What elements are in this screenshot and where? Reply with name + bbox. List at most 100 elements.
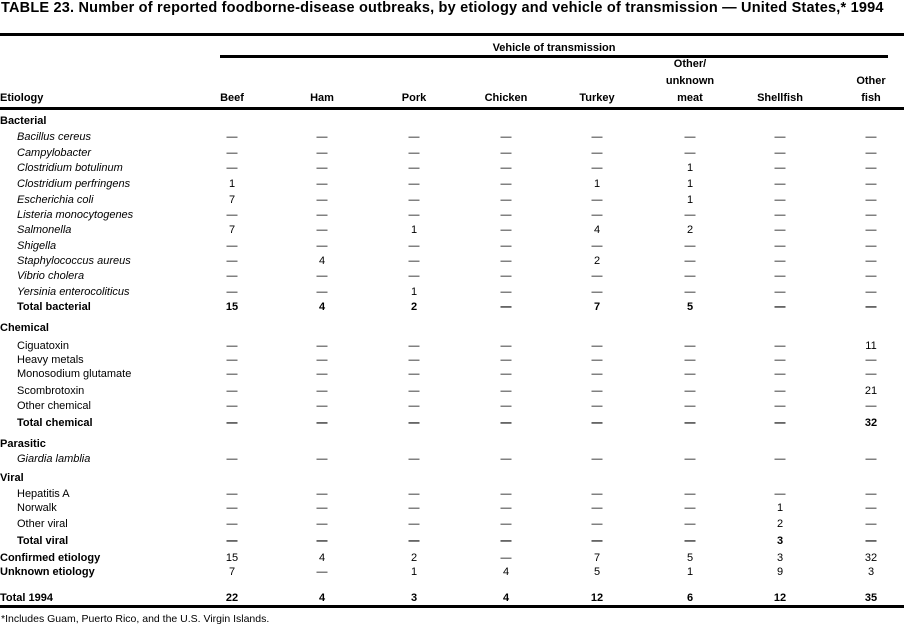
- table-cell: 5: [686, 301, 694, 313]
- table-cell: —: [591, 270, 603, 282]
- row-label: Total viral: [17, 535, 69, 547]
- table-cell: —: [591, 240, 603, 252]
- table-cell: —: [316, 240, 328, 252]
- table-cell: —: [408, 385, 420, 397]
- table-cell: —: [865, 368, 877, 380]
- table-cell: 11: [865, 340, 877, 352]
- table-cell: —: [408, 147, 420, 159]
- table-row: Scombrotoxin — — — — — — — 21: [0, 384, 904, 399]
- table-row: Clostridium botulinum — — — — — 1 — —: [0, 161, 904, 176]
- table-cell: —: [408, 488, 420, 500]
- column-header: Chicken: [484, 92, 528, 104]
- table-cell: —: [500, 453, 512, 465]
- table-cell: 1: [686, 162, 694, 174]
- table-cell: —: [865, 453, 877, 465]
- table-cell: —: [865, 301, 877, 313]
- table-cell: —: [226, 400, 238, 412]
- row-label: Listeria monocytogenes: [17, 209, 134, 221]
- table-cell: —: [408, 354, 420, 366]
- table-cell: —: [316, 488, 328, 500]
- table-cell: 15: [225, 301, 239, 313]
- row-label: Total chemical: [17, 417, 93, 429]
- bottom-rule: [0, 605, 904, 608]
- table-title: TABLE 23. Number of reported foodborne-d…: [1, 0, 884, 16]
- table-cell: —: [684, 488, 696, 500]
- row-label: Ciguatoxin: [17, 340, 69, 352]
- table-cell: —: [774, 224, 786, 236]
- table-cell: —: [684, 131, 696, 143]
- table-row: Yersinia enterocoliticus — — 1 — — — — —: [0, 285, 904, 300]
- table-cell: 4: [502, 592, 510, 604]
- table-cell: —: [684, 385, 696, 397]
- column-header: Other: [856, 75, 886, 87]
- table-cell: —: [591, 368, 603, 380]
- table-cell: 5: [686, 552, 694, 564]
- table-cell: 12: [773, 592, 787, 604]
- row-label: Campylobacter: [17, 147, 91, 159]
- row-label: Bacterial: [0, 115, 47, 127]
- table-cell: 7: [228, 224, 236, 236]
- table-cell: —: [226, 286, 238, 298]
- table-cell: —: [226, 340, 238, 352]
- table-cell: —: [500, 147, 512, 159]
- table-cell: —: [316, 368, 328, 380]
- table-cell: —: [865, 178, 877, 190]
- table-cell: —: [684, 270, 696, 282]
- column-header: fish: [861, 92, 881, 104]
- table-cell: —: [591, 194, 603, 206]
- table-cell: 1: [776, 502, 784, 514]
- table-row: Vibrio cholera — — — — — — — —: [0, 269, 904, 284]
- table-cell: 1: [228, 178, 236, 190]
- table-cell: 5: [593, 566, 601, 578]
- row-label: Yersinia enterocoliticus: [17, 286, 130, 298]
- table-cell: —: [500, 194, 512, 206]
- table-cell: —: [408, 270, 420, 282]
- table-cell: —: [408, 340, 420, 352]
- table-cell: —: [316, 502, 328, 514]
- column-header: Turkey: [579, 92, 615, 104]
- table-cell: —: [226, 240, 238, 252]
- table-cell: 15: [225, 552, 239, 564]
- table-cell: 4: [593, 224, 601, 236]
- table-cell: —: [774, 178, 786, 190]
- table-cell: 3: [410, 592, 418, 604]
- row-label: Shigella: [17, 240, 57, 252]
- table-cell: —: [684, 368, 696, 380]
- table-cell: —: [500, 518, 512, 530]
- row-label: Unknown etiology: [0, 566, 95, 578]
- table-cell: —: [408, 255, 420, 267]
- table-cell: —: [865, 488, 877, 500]
- table-cell: —: [226, 162, 238, 174]
- table-cell: —: [591, 518, 603, 530]
- table-cell: 1: [410, 286, 418, 298]
- table-cell: —: [774, 131, 786, 143]
- table-cell: —: [500, 400, 512, 412]
- table-cell: —: [865, 224, 877, 236]
- column-header: Other/: [673, 58, 707, 70]
- table-cell: —: [316, 400, 328, 412]
- table-cell: —: [500, 240, 512, 252]
- table-cell: —: [774, 453, 786, 465]
- table-cell: —: [591, 417, 603, 429]
- table-cell: —: [226, 368, 238, 380]
- column-header: meat: [677, 92, 703, 104]
- table-cell: 9: [776, 566, 784, 578]
- table-cell: —: [500, 255, 512, 267]
- table-row: Salmonella 7 — 1 — 4 2 — —: [0, 223, 904, 238]
- header-bottom-rule: [0, 107, 904, 110]
- table-row: Campylobacter — — — — — — — —: [0, 146, 904, 161]
- table-cell: —: [226, 255, 238, 267]
- table-cell: —: [774, 194, 786, 206]
- column-header: Ham: [310, 92, 334, 104]
- table-cell: —: [684, 400, 696, 412]
- table-row: Total viral — — — — — — 3 —: [0, 534, 904, 549]
- column-header: Shellfish: [757, 92, 803, 104]
- table-cell: —: [774, 400, 786, 412]
- table-cell: 7: [593, 301, 601, 313]
- table-cell: —: [591, 354, 603, 366]
- table-cell: —: [408, 502, 420, 514]
- table-cell: —: [408, 209, 420, 221]
- table-row: Hepatitis A — — — — — — — —: [0, 487, 904, 502]
- table-cell: 1: [686, 194, 694, 206]
- table-cell: —: [316, 209, 328, 221]
